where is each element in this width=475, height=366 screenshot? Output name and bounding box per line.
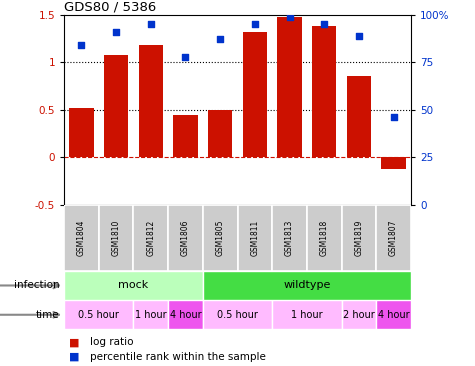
Bar: [307, 205, 342, 271]
Bar: [168, 205, 203, 271]
Text: ■: ■: [69, 337, 79, 347]
Text: 2 hour: 2 hour: [343, 310, 375, 320]
Text: GSM1811: GSM1811: [250, 220, 259, 256]
Bar: [347, 75, 371, 157]
Bar: [203, 300, 272, 329]
Bar: [342, 300, 376, 329]
Point: [390, 115, 397, 120]
Bar: [64, 205, 99, 271]
Text: 1 hour: 1 hour: [135, 310, 167, 320]
Bar: [173, 115, 198, 157]
Bar: [376, 205, 411, 271]
Text: GSM1810: GSM1810: [112, 220, 121, 256]
Text: time: time: [36, 310, 59, 320]
Bar: [139, 45, 163, 157]
Bar: [342, 205, 376, 271]
Point: [286, 14, 294, 19]
Bar: [376, 300, 411, 329]
Text: 0.5 hour: 0.5 hour: [217, 310, 258, 320]
Point: [113, 29, 120, 35]
Bar: [277, 16, 302, 157]
Text: 0.5 hour: 0.5 hour: [78, 310, 119, 320]
Text: wildtype: wildtype: [283, 280, 331, 291]
Text: GSM1812: GSM1812: [146, 220, 155, 256]
Text: GSM1805: GSM1805: [216, 220, 225, 256]
Bar: [381, 157, 406, 169]
Point: [251, 21, 259, 27]
Bar: [312, 26, 336, 157]
Text: GSM1818: GSM1818: [320, 220, 329, 256]
Bar: [133, 300, 168, 329]
Bar: [208, 110, 232, 157]
Bar: [203, 205, 238, 271]
Text: 4 hour: 4 hour: [378, 310, 409, 320]
Text: GSM1819: GSM1819: [354, 220, 363, 256]
Bar: [104, 55, 128, 157]
Text: ■: ■: [69, 352, 79, 362]
Bar: [133, 205, 168, 271]
Bar: [168, 300, 203, 329]
Text: infection: infection: [14, 280, 59, 291]
Text: log ratio: log ratio: [90, 337, 134, 347]
Bar: [64, 271, 203, 300]
Bar: [243, 32, 267, 157]
Point: [355, 33, 363, 38]
Point: [181, 53, 189, 59]
Bar: [272, 205, 307, 271]
Text: GSM1806: GSM1806: [181, 220, 190, 256]
Point: [217, 37, 224, 42]
Text: 4 hour: 4 hour: [170, 310, 201, 320]
Text: GSM1804: GSM1804: [77, 220, 86, 256]
Text: GSM1807: GSM1807: [389, 220, 398, 256]
Point: [147, 21, 155, 27]
Text: GSM1813: GSM1813: [285, 220, 294, 256]
Text: GDS80 / 5386: GDS80 / 5386: [64, 0, 156, 14]
Bar: [64, 300, 133, 329]
Bar: [203, 271, 411, 300]
Bar: [99, 205, 133, 271]
Text: mock: mock: [118, 280, 149, 291]
Point: [320, 21, 328, 27]
Point: [78, 42, 86, 48]
Bar: [69, 108, 94, 157]
Text: 1 hour: 1 hour: [291, 310, 323, 320]
Bar: [238, 205, 272, 271]
Bar: [272, 300, 342, 329]
Text: percentile rank within the sample: percentile rank within the sample: [90, 352, 266, 362]
